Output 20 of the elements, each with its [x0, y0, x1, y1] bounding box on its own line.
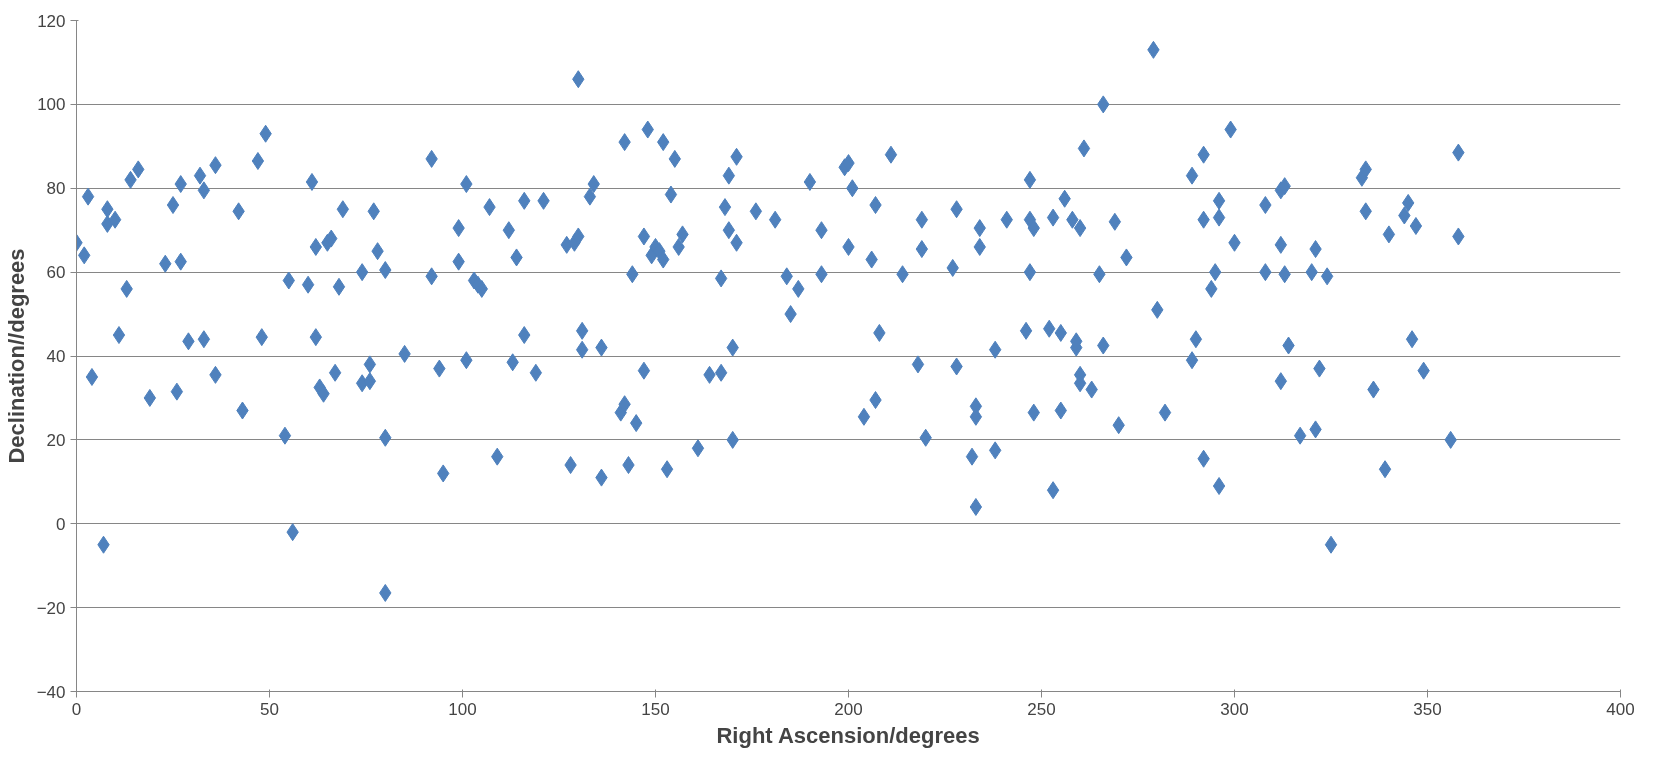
y-tick-label: 120	[37, 11, 66, 31]
x-tick-label: 300	[1220, 699, 1249, 719]
y-tick-label: −40	[36, 682, 66, 702]
y-tick-label: 100	[37, 95, 66, 115]
x-tick-label: 200	[834, 699, 863, 719]
x-tick-label: 250	[1027, 699, 1056, 719]
x-tick-label: 100	[448, 699, 477, 719]
x-tick-label: 350	[1413, 699, 1442, 719]
y-tick-label: 0	[56, 514, 66, 534]
x-tick-label: 50	[260, 699, 279, 719]
x-tick-label: 400	[1606, 699, 1635, 719]
y-tick-label: 40	[46, 347, 66, 366]
y-tick-label: −20	[36, 598, 66, 618]
x-axis-title: Right Ascension/degrees	[716, 722, 980, 748]
x-tick-label: 150	[641, 699, 670, 719]
y-tick-label: 60	[46, 263, 66, 283]
y-axis-title: Declination//degrees	[3, 248, 29, 464]
x-tick-label: 0	[71, 699, 82, 719]
y-tick-label: 20	[46, 430, 66, 450]
y-tick-label: 80	[46, 179, 66, 199]
